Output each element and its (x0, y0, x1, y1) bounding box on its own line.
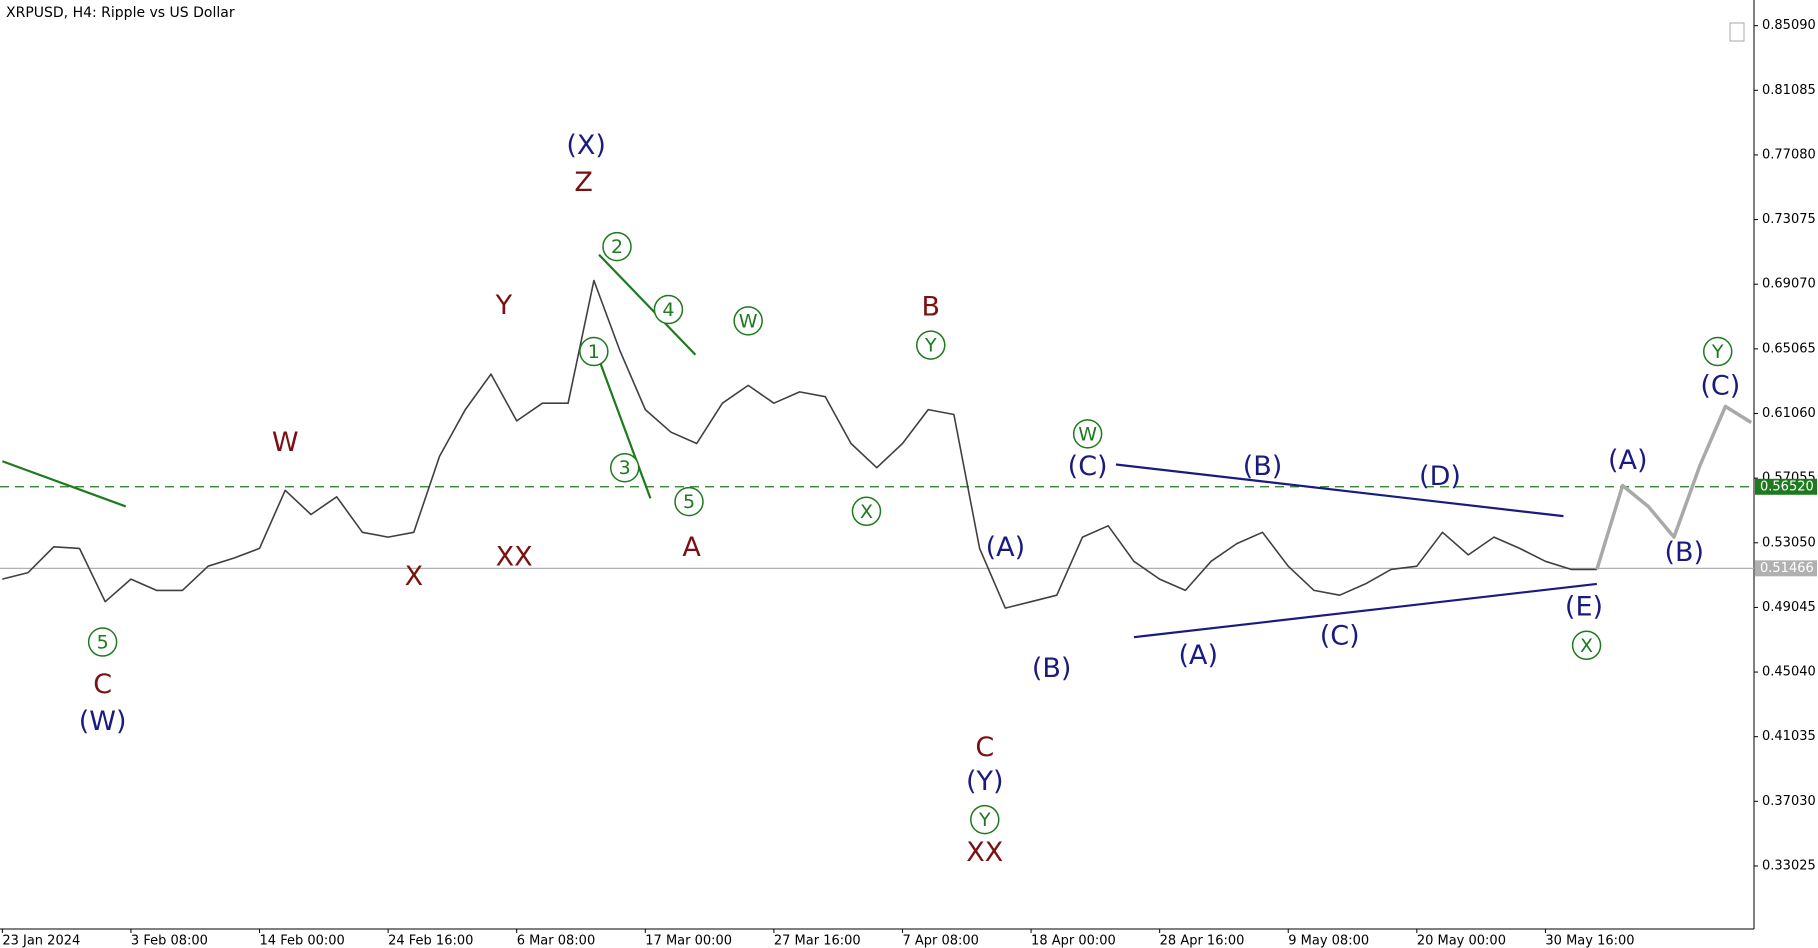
y-tick-label: 0.41035 (1762, 729, 1816, 744)
wave-circle (579, 336, 609, 367)
wave-circle (733, 306, 763, 336)
wave-label: W (739, 310, 758, 332)
y-tick-label: 0.37030 (1762, 794, 1816, 809)
wave-circle (916, 330, 946, 360)
x-tick-label: 24 Feb 16:00 (388, 934, 473, 948)
wave-label: (C) (1320, 621, 1360, 652)
wave-label: (B) (1243, 451, 1283, 482)
wave-circle (609, 452, 640, 483)
x-tick-label: 27 Mar 16:00 (774, 934, 861, 948)
x-tick-label: 28 Apr 16:00 (1160, 934, 1245, 948)
wave-label: 2 (611, 236, 623, 258)
y-tick-label: 0.85090 (1762, 18, 1816, 33)
y-tick-label: 0.53050 (1762, 535, 1816, 550)
wave-label: A (682, 532, 701, 563)
wave-label: (B) (1664, 537, 1704, 568)
wave-label: (A) (1608, 445, 1648, 476)
wave-label: 3 (619, 457, 631, 479)
y-tick-label: 0.33025 (1762, 858, 1816, 873)
wave-label: (C) (1068, 451, 1108, 482)
price-label-box (1755, 478, 1817, 495)
price-label: 0.51466 (1760, 561, 1814, 576)
wave-label: X (405, 561, 424, 592)
y-tick-label: 0.49045 (1762, 600, 1816, 615)
wave-label: X (1580, 635, 1593, 657)
wave-label: Y (924, 335, 937, 357)
wave-circle (970, 804, 1000, 835)
x-tick-label: 3 Feb 08:00 (131, 934, 208, 948)
wave-label: (Y) (966, 766, 1004, 797)
wave-label: (C) (1700, 371, 1740, 402)
wave-label: (A) (986, 532, 1026, 563)
wave-circle (653, 294, 684, 325)
x-tick-label: 23 Jan 2024 (2, 934, 80, 948)
wave-label: (W) (79, 706, 127, 737)
wave-circle (1571, 630, 1602, 661)
wave-circle (602, 231, 632, 262)
x-tick-label: 14 Feb 00:00 (260, 934, 345, 948)
wave-label: 5 (97, 632, 109, 654)
wave-label: 1 (588, 341, 600, 363)
x-tick-label: 9 May 08:00 (1288, 934, 1369, 948)
wave-label: XX (966, 837, 1003, 868)
wave-circle (1072, 419, 1103, 449)
y-tick-label: 0.77080 (1762, 147, 1816, 162)
wave-label: C (93, 669, 112, 700)
wave-label: XX (496, 542, 533, 573)
y-tick-label: 0.45040 (1762, 665, 1816, 680)
y-tick-label: 0.81085 (1762, 83, 1816, 98)
trendline (590, 338, 652, 499)
forecast-line (1595, 404, 1753, 570)
x-tick-label: 30 May 16:00 (1545, 934, 1634, 948)
y-tick-label: 0.61060 (1762, 406, 1816, 421)
price-line-series (2, 279, 1597, 609)
wave-circle (87, 627, 118, 657)
wave-label: (B) (1032, 653, 1072, 684)
trendline (598, 253, 697, 356)
wave-label: (D) (1419, 461, 1461, 492)
wave-label: Y (978, 809, 991, 831)
trendline (1, 460, 127, 508)
wave-label: Y (1711, 341, 1724, 363)
x-tick-label: 7 Apr 08:00 (902, 934, 979, 948)
x-tick-label: 17 Mar 00:00 (645, 934, 732, 948)
wave-label: (E) (1565, 592, 1603, 623)
wave-label: C (975, 732, 994, 763)
wave-label: W (272, 427, 299, 458)
wave-label: B (921, 291, 940, 322)
wave-label: W (1078, 423, 1097, 445)
wave-label: Y (495, 290, 513, 321)
wave-label: X (860, 501, 873, 523)
wave-label: 5 (683, 491, 695, 513)
y-tick-label: 0.69070 (1762, 277, 1816, 292)
x-tick-label: 6 Mar 08:00 (517, 934, 596, 948)
x-tick-label: 18 Apr 00:00 (1031, 934, 1116, 948)
wave-label: 4 (662, 299, 674, 321)
trendline (1133, 582, 1597, 639)
x-tick-label: 20 May 00:00 (1417, 934, 1506, 948)
wave-circle (851, 496, 882, 527)
wave-circle (1702, 336, 1733, 367)
wave-label: (A) (1178, 640, 1218, 671)
wave-label: Z (574, 167, 593, 198)
trendline (1115, 463, 1564, 518)
price-label-box (1755, 560, 1817, 577)
wave-label: (X) (566, 130, 606, 161)
y-tick-label: 0.65065 (1762, 341, 1816, 356)
price-label: 0.56520 (1760, 479, 1814, 494)
chart-title: XRPUSD, H4: Ripple vs US Dollar (6, 5, 235, 21)
wave-circle (674, 486, 704, 517)
toolbar-icon[interactable] (1729, 22, 1745, 42)
y-tick-label: 0.73075 (1762, 212, 1816, 227)
